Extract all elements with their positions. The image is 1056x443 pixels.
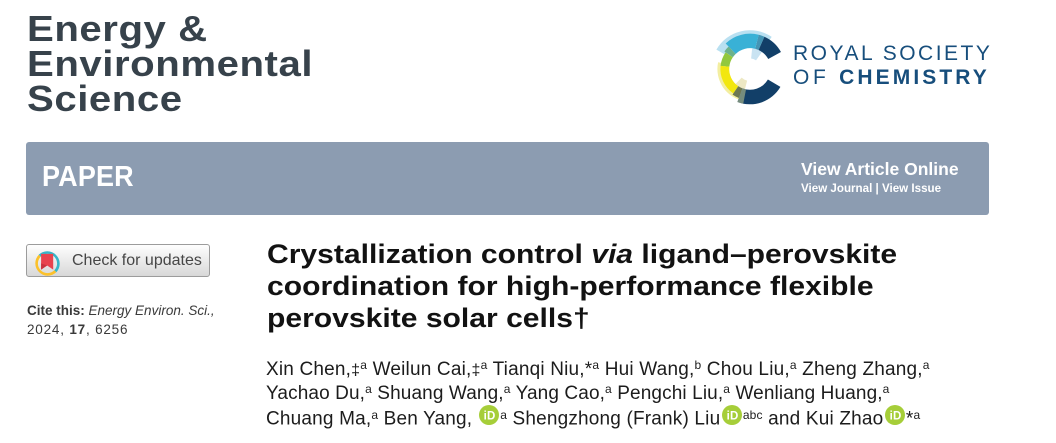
svg-text:iD: iD <box>890 411 902 423</box>
svg-text:iD: iD <box>484 411 496 423</box>
svg-text:iD: iD <box>726 411 738 423</box>
